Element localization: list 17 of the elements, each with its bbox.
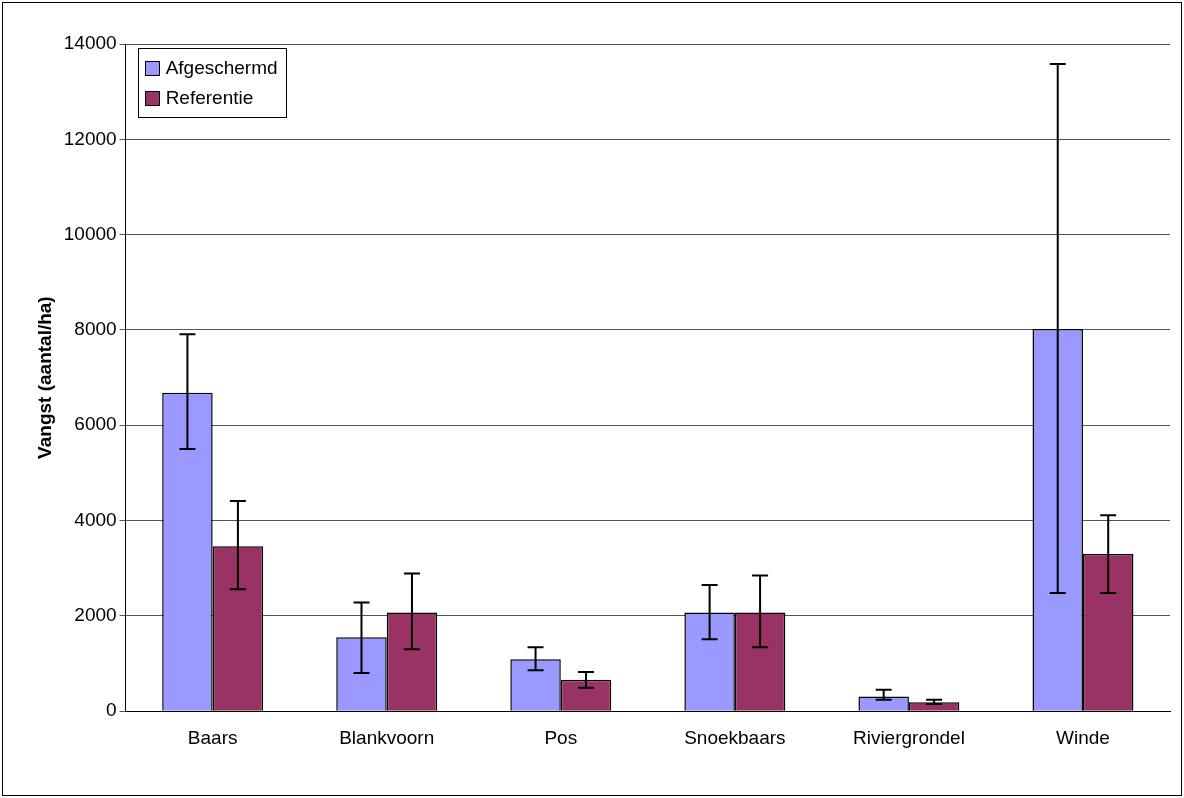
y-tick-label: 4000 xyxy=(74,508,117,530)
x-tick-label: Riviergrondel xyxy=(852,726,965,748)
y-axis-title: Vangst (aantal/ha) xyxy=(33,296,55,459)
y-tick-label: 14000 xyxy=(63,32,117,54)
y-tick-label: 8000 xyxy=(74,318,117,340)
y-tick-label: 6000 xyxy=(74,413,117,435)
x-tick-label: Pos xyxy=(544,726,578,748)
x-tick-label: Blankvoorn xyxy=(339,726,435,748)
x-tick-label: Winde xyxy=(1056,726,1110,748)
legend-label: Afgeschermd xyxy=(165,57,278,79)
y-tick-label: 10000 xyxy=(63,222,117,244)
x-tick-label: Baars xyxy=(187,726,238,748)
legend-label: Referentie xyxy=(165,87,254,109)
x-tick-label: Snoekbaars xyxy=(684,726,786,748)
y-tick-label: 0 xyxy=(106,699,117,721)
y-tick-label: 12000 xyxy=(63,127,117,149)
y-tick-label: 2000 xyxy=(74,604,117,626)
